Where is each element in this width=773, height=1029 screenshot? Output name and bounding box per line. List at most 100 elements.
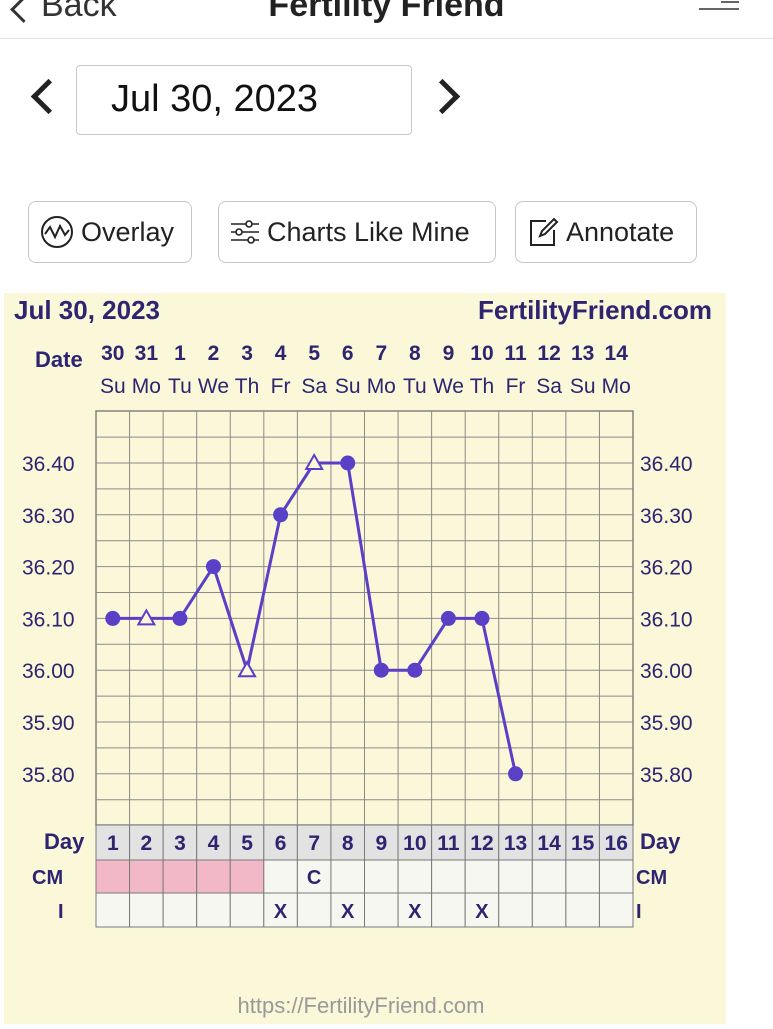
app-title: Fertility Friend [268, 0, 505, 24]
i-cell [196, 892, 231, 928]
charts-like-mine-label: Charts Like Mine [267, 216, 470, 247]
annotate-button[interactable]: Annotate [515, 201, 697, 263]
cm-cell [162, 859, 198, 894]
day-number: 8 [342, 832, 354, 855]
overlay-label: Overlay [81, 216, 175, 247]
temperature-point-open [304, 452, 324, 470]
back-label: Back [41, 0, 117, 24]
y-tick-label-left: 36.10 [22, 608, 75, 631]
previous-date-arrow-icon[interactable] [30, 78, 67, 115]
weekday-label: Su [100, 375, 126, 398]
date-label: 31 [135, 342, 159, 365]
cm-row-label-right: CM [636, 867, 667, 889]
cm-cell [397, 859, 433, 894]
weekday-label: We [433, 375, 464, 398]
footer-url: https://FertilityFriend.com [238, 993, 485, 1018]
weekday-label: Th [235, 375, 260, 398]
cm-cell [296, 859, 332, 894]
date-label: 2 [208, 342, 220, 365]
i-cell [364, 892, 399, 928]
bbt-chart-panel: 36.40 36.40 36.30 36.30 36.20 36.20 36.10 36.10… [4, 293, 726, 1029]
date-label: 4 [275, 342, 287, 365]
menu-icon[interactable] [699, 0, 739, 10]
cm-cell [263, 859, 298, 894]
next-date-arrow-icon[interactable] [424, 78, 461, 115]
date-label: 1 [174, 342, 186, 365]
cm-row-label: CM [32, 867, 63, 889]
cm-cell [364, 859, 399, 894]
i-cell [498, 892, 533, 928]
cm-cell [431, 859, 466, 894]
weekday-label: Tu [403, 375, 427, 398]
day-number: 10 [403, 832, 426, 855]
edit-note-icon [530, 217, 559, 246]
weekday-label: Fr [506, 375, 526, 398]
temperature-point [105, 610, 121, 626]
i-cell [229, 892, 265, 928]
y-tick-label-left: 36.30 [22, 505, 75, 528]
y-tick-label-right: 36.30 [640, 505, 693, 528]
charts-like-mine-button[interactable]: Charts Like Mine [218, 201, 496, 263]
y-tick-label-left: 36.40 [22, 453, 75, 476]
day-cell [263, 824, 298, 861]
cm-cell [498, 859, 533, 894]
temperature-point [273, 507, 289, 523]
day-number: 2 [141, 832, 153, 855]
y-tick-label-right: 36.40 [640, 453, 693, 476]
y-tick-label-right: 36.00 [640, 660, 693, 683]
weekday-label: Th [470, 375, 495, 398]
date-navigation: Jul 30, 2023 [0, 64, 773, 138]
day-number: 3 [174, 832, 186, 855]
temperature-point [373, 662, 389, 678]
day-cell [162, 824, 198, 861]
day-number: 7 [308, 832, 320, 855]
chart-circle-icon [41, 216, 73, 248]
day-number: 12 [470, 832, 493, 855]
intercourse-value: X [341, 901, 355, 923]
i-cell [296, 892, 332, 928]
day-number: 5 [241, 832, 253, 855]
i-cell [95, 892, 131, 928]
date-label: 8 [409, 342, 421, 365]
date-label: 10 [470, 342, 493, 365]
day-cell [565, 824, 600, 861]
temperature-point [205, 559, 221, 575]
temperature-point [407, 662, 423, 678]
cm-cell [464, 859, 500, 894]
temperature-point [508, 766, 524, 782]
y-tick-label-right: 36.20 [640, 557, 693, 580]
day-row-label-right: Day [640, 829, 681, 854]
day-number: 13 [504, 832, 527, 855]
temperature-point [172, 610, 188, 626]
i-cell [330, 892, 365, 928]
date-field[interactable]: Jul 30, 2023 [76, 65, 412, 135]
date-label: 13 [571, 342, 594, 365]
weekday-label: Sa [536, 375, 562, 398]
day-number: 9 [375, 832, 387, 855]
weekday-label: Su [335, 375, 361, 398]
i-cell [431, 892, 466, 928]
weekday-label: Fr [271, 375, 291, 398]
day-row-label: Day [44, 829, 85, 854]
date-label: 5 [308, 342, 320, 365]
bbt-chart: 36.40 36.40 36.30 36.30 36.20 36.20 36.10 36.10… [14, 295, 712, 1029]
y-tick-label-left: 35.90 [22, 712, 75, 735]
day-number: 4 [208, 832, 220, 855]
day-number: 1 [107, 832, 119, 855]
weekday-label: Su [570, 375, 596, 398]
temperature-point [340, 455, 356, 471]
overlay-button[interactable]: Overlay [28, 201, 192, 263]
weekday-label: Mo [367, 375, 396, 398]
temperature-point [474, 610, 490, 626]
y-tick-label-right: 35.90 [640, 712, 693, 735]
chart-date: Jul 30, 2023 [14, 295, 160, 325]
day-cell [431, 824, 466, 861]
y-tick-label-left: 36.20 [22, 557, 75, 580]
annotate-label: Annotate [566, 216, 675, 247]
date-row-label: Date [35, 347, 83, 372]
i-cell [162, 892, 198, 928]
weekday-label: Tu [168, 375, 192, 398]
back-button[interactable]: Back [10, 0, 117, 25]
cm-value: C [307, 867, 321, 889]
intercourse-value: X [475, 901, 489, 923]
